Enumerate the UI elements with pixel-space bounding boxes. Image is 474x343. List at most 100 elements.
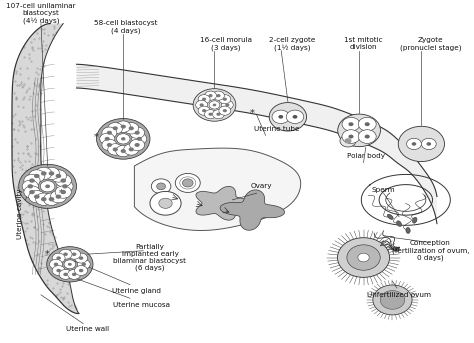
Circle shape: [342, 117, 360, 131]
Circle shape: [64, 260, 76, 269]
Circle shape: [68, 270, 81, 279]
Circle shape: [340, 135, 356, 147]
Circle shape: [132, 133, 147, 144]
Circle shape: [347, 245, 380, 270]
Circle shape: [52, 265, 65, 275]
Circle shape: [398, 126, 445, 162]
Circle shape: [55, 194, 61, 199]
Text: *: *: [58, 189, 64, 198]
Circle shape: [380, 291, 405, 309]
Circle shape: [102, 127, 117, 139]
Text: Partially
implanted early
bilaminar blastocyst
(6 days): Partially implanted early bilaminar blas…: [113, 244, 186, 271]
Circle shape: [202, 109, 206, 112]
Circle shape: [216, 94, 220, 97]
Circle shape: [108, 122, 123, 134]
Circle shape: [29, 190, 35, 194]
Circle shape: [135, 143, 140, 147]
Circle shape: [100, 133, 115, 144]
Circle shape: [213, 104, 216, 106]
Text: Unfertilized ovum: Unfertilized ovum: [367, 292, 431, 298]
Circle shape: [427, 142, 431, 146]
Circle shape: [121, 125, 126, 129]
Circle shape: [272, 110, 290, 123]
Circle shape: [156, 183, 165, 190]
Text: *: *: [45, 250, 50, 259]
Circle shape: [286, 110, 304, 123]
Circle shape: [209, 101, 220, 109]
Circle shape: [212, 91, 224, 100]
Circle shape: [54, 263, 58, 266]
Circle shape: [49, 259, 63, 269]
Circle shape: [348, 134, 354, 139]
Circle shape: [108, 144, 123, 155]
Circle shape: [24, 186, 40, 198]
Text: 1st mitotic
division: 1st mitotic division: [344, 37, 383, 50]
Circle shape: [107, 131, 112, 135]
Circle shape: [130, 139, 145, 151]
Circle shape: [68, 249, 81, 259]
Circle shape: [337, 238, 390, 277]
Ellipse shape: [412, 217, 417, 223]
Text: Polar body: Polar body: [347, 153, 385, 159]
Circle shape: [77, 259, 90, 269]
Circle shape: [348, 122, 354, 126]
Circle shape: [34, 174, 40, 178]
Circle shape: [150, 191, 181, 215]
Circle shape: [175, 174, 200, 192]
Text: Conception
(fertilization of ovum,
0 days): Conception (fertilization of ovum, 0 day…: [392, 240, 469, 261]
Circle shape: [34, 194, 40, 199]
Circle shape: [97, 118, 150, 159]
Text: 2-cell zygote
(1½ days): 2-cell zygote (1½ days): [269, 37, 316, 51]
Circle shape: [64, 252, 68, 256]
Circle shape: [345, 138, 352, 144]
Circle shape: [200, 103, 204, 107]
Text: *: *: [94, 133, 99, 142]
Circle shape: [29, 170, 45, 182]
Ellipse shape: [406, 227, 410, 233]
Circle shape: [209, 94, 213, 97]
Circle shape: [202, 98, 206, 101]
Circle shape: [57, 180, 73, 192]
Circle shape: [121, 149, 126, 153]
Circle shape: [49, 197, 55, 201]
Circle shape: [36, 167, 52, 180]
Circle shape: [130, 127, 145, 139]
Circle shape: [373, 285, 412, 315]
Text: Uterine tube: Uterine tube: [254, 126, 300, 132]
Circle shape: [338, 114, 381, 147]
Text: *: *: [250, 109, 255, 118]
Circle shape: [72, 252, 76, 256]
Ellipse shape: [387, 214, 393, 220]
Circle shape: [55, 174, 61, 178]
Circle shape: [193, 88, 236, 121]
Circle shape: [219, 95, 231, 104]
Circle shape: [124, 144, 139, 155]
Circle shape: [209, 113, 213, 116]
Circle shape: [79, 256, 83, 260]
Circle shape: [342, 130, 360, 143]
Circle shape: [159, 198, 172, 208]
Circle shape: [117, 134, 130, 144]
Text: Uterine wall: Uterine wall: [66, 326, 109, 332]
Circle shape: [44, 193, 60, 205]
Circle shape: [121, 137, 126, 141]
Circle shape: [421, 138, 436, 150]
Circle shape: [128, 126, 134, 130]
Circle shape: [49, 171, 55, 176]
Circle shape: [64, 273, 68, 276]
Circle shape: [36, 193, 52, 205]
Circle shape: [60, 178, 66, 183]
Circle shape: [124, 122, 139, 134]
Circle shape: [45, 185, 50, 188]
Circle shape: [221, 100, 233, 109]
Circle shape: [358, 253, 369, 262]
Circle shape: [212, 110, 224, 119]
Ellipse shape: [397, 221, 401, 226]
Text: Ovary: Ovary: [250, 183, 272, 189]
Text: Uterine cavity: Uterine cavity: [17, 188, 23, 239]
Circle shape: [113, 147, 118, 151]
Circle shape: [24, 174, 40, 187]
Circle shape: [198, 106, 210, 115]
Circle shape: [56, 269, 61, 272]
Circle shape: [50, 170, 66, 182]
